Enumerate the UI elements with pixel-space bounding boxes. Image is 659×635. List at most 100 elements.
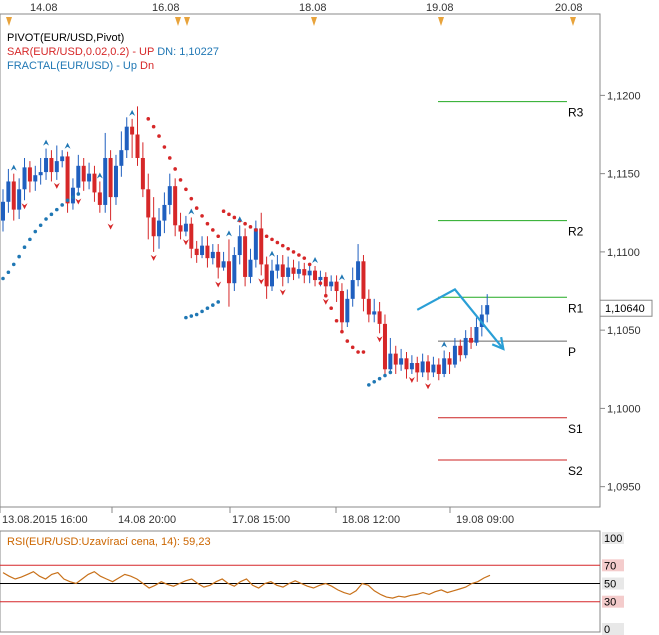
candle-body — [6, 181, 11, 202]
candle-body — [350, 280, 355, 299]
price-tick-label-5: 1,0950 — [607, 482, 641, 494]
candle-body — [339, 291, 344, 323]
candle — [275, 255, 280, 279]
fractal-up-marker — [338, 274, 345, 281]
candle-body — [92, 173, 97, 193]
sar-dot-red — [211, 228, 215, 232]
current-price-box — [599, 299, 653, 317]
fractal-dn-marker — [75, 198, 82, 205]
candle-body — [270, 270, 274, 287]
sar-dot-red — [151, 124, 156, 129]
candle — [323, 272, 328, 296]
candle — [167, 173, 172, 215]
candle-body — [286, 267, 291, 277]
rsi-label: RSI(EUR/USD:Uzavírací cena, 14): 59,23 — [7, 536, 211, 548]
candle-body — [130, 126, 135, 135]
candle-body — [318, 276, 323, 281]
candle-body — [146, 189, 151, 218]
candle — [291, 259, 296, 281]
candle-body — [388, 353, 393, 370]
sar-dot-red — [313, 270, 317, 275]
sar-dot-blue — [205, 306, 210, 311]
sar-dot-red — [200, 214, 204, 218]
candle-body — [232, 255, 237, 284]
candle — [22, 157, 27, 201]
top-date-2: 18.08 — [299, 2, 327, 14]
candle-body — [366, 298, 371, 315]
sar-dot-red — [350, 345, 355, 350]
candle — [237, 225, 242, 265]
candle-body — [485, 305, 490, 315]
candle-body — [157, 220, 162, 237]
price-axis: 1,1200 1,1150 1,1100 1,1050 1,1000 1,0950 — [600, 90, 641, 494]
candle-body — [216, 251, 221, 268]
price-tick-label-3: 1,1050 — [607, 325, 641, 337]
pivot-label-R1: R1 — [568, 301, 584, 315]
candle-body — [458, 345, 463, 356]
sar-dot-red — [356, 350, 360, 354]
sar-dot-blue — [60, 203, 64, 207]
sar-legend-label: SAR(EUR/USD,0.02,0.2) — [7, 46, 129, 58]
candle-body — [259, 228, 264, 265]
candle-body — [415, 363, 420, 373]
candle — [119, 131, 124, 177]
candle — [248, 248, 253, 284]
candle — [60, 150, 65, 168]
sar-dot-blue — [44, 217, 48, 221]
candle — [76, 154, 81, 196]
bottom-time-2: 17.08 15:00 — [232, 514, 290, 526]
rsi-line — [2, 571, 491, 599]
fractal-up-marker — [188, 208, 195, 215]
bottom-time-axis: 13.08.2015 16:00 14.08 20:00 17.08 15:00… — [0, 506, 600, 526]
rsi-level-box-30 — [602, 595, 624, 608]
indicator-legend: PIVOT(EUR/USD,Pivot) SAR(EUR/USD,0.02,0.… — [7, 32, 219, 72]
candle-body — [17, 189, 22, 210]
candle — [178, 212, 183, 240]
candle — [124, 117, 129, 158]
rsi-axis: 100 70 50 30 0 — [602, 532, 624, 635]
sar-dot-red — [259, 231, 264, 235]
candle — [151, 197, 156, 252]
candle-body — [87, 173, 92, 182]
current-price-label: 1,10640 — [605, 303, 645, 315]
fractal-dn-marker — [425, 383, 432, 390]
candle-body — [474, 327, 479, 343]
candle-body — [103, 157, 108, 205]
fractal-dn-marker — [53, 182, 60, 189]
top-date-4: 20.08 — [555, 2, 583, 14]
candle-body — [307, 270, 312, 276]
candle-body — [194, 248, 199, 256]
fractal-up-marker — [43, 139, 50, 146]
candle — [54, 145, 59, 180]
candle-body — [264, 264, 269, 287]
fractal-dn-marker — [182, 239, 189, 246]
sar-dot-blue — [76, 192, 81, 196]
top-marker-5 — [570, 17, 576, 26]
candle — [399, 348, 404, 371]
fractal-dn-marker — [107, 223, 114, 230]
price-tick-label-0: 1,1200 — [607, 90, 641, 102]
candle-body — [65, 156, 70, 204]
candle — [307, 264, 312, 284]
sar-dot-red — [205, 221, 210, 226]
fractal-legend-sep: - — [113, 60, 123, 72]
top-marker-4 — [438, 17, 444, 26]
candle — [447, 352, 452, 374]
sar-dot-red — [221, 209, 226, 213]
candle-body — [377, 311, 382, 324]
candle-body — [113, 165, 118, 198]
candle — [189, 217, 194, 259]
sar-dot-blue — [65, 198, 70, 203]
candle — [253, 220, 258, 268]
candle — [409, 355, 414, 374]
candle — [436, 358, 441, 381]
sar-dot-red — [243, 221, 247, 226]
candle-body — [173, 186, 178, 226]
candle — [70, 178, 75, 210]
fractal-dn-marker — [376, 336, 383, 343]
candle — [372, 298, 377, 323]
rsi-frame — [0, 530, 601, 633]
pivot-label-P: P — [568, 345, 576, 359]
candle-body — [33, 175, 38, 182]
candle-body — [205, 245, 210, 259]
